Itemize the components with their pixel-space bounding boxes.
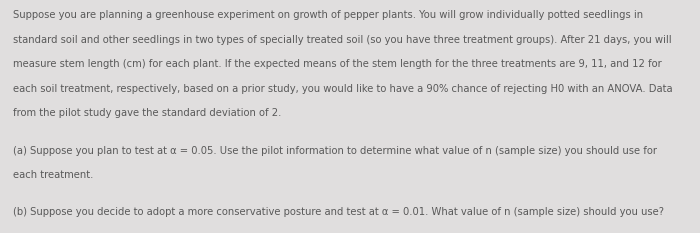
Text: from the pilot study gave the standard deviation of 2.: from the pilot study gave the standard d… [13,108,281,118]
Text: (a) Suppose you plan to test at α = 0.05. Use the pilot information to determine: (a) Suppose you plan to test at α = 0.05… [13,146,657,156]
Text: Suppose you are planning a greenhouse experiment on growth of pepper plants. You: Suppose you are planning a greenhouse ex… [13,10,643,21]
Text: each treatment.: each treatment. [13,170,93,180]
Text: measure stem length (cm) for each plant. If the expected means of the stem lengt: measure stem length (cm) for each plant.… [13,59,662,69]
Text: (b) Suppose you decide to adopt a more conservative posture and test at α = 0.01: (b) Suppose you decide to adopt a more c… [13,207,664,217]
Text: each soil treatment, respectively, based on a prior study, you would like to hav: each soil treatment, respectively, based… [13,84,672,94]
Text: standard soil and other seedlings in two types of specially treated soil (so you: standard soil and other seedlings in two… [13,35,671,45]
